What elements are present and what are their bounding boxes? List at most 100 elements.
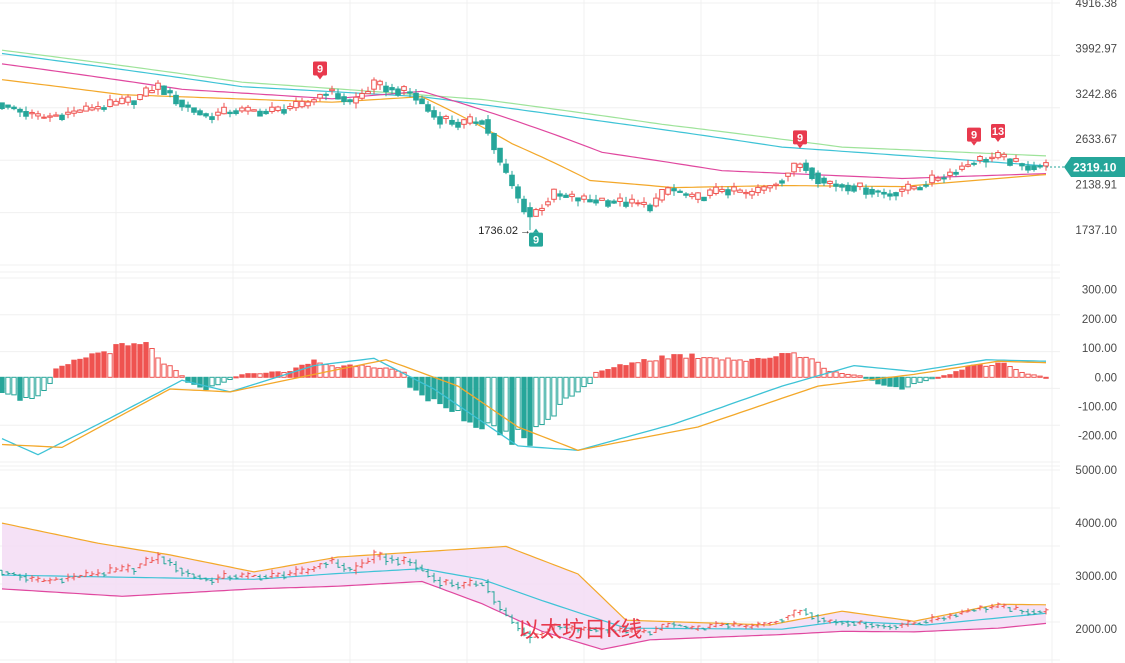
macd-histogram-bar	[863, 376, 869, 379]
macd-histogram-bar	[905, 376, 911, 388]
candle-body	[743, 191, 749, 195]
macd-histogram-bar	[353, 366, 359, 378]
candle-body	[899, 188, 905, 192]
last-price-tag: 2319.10	[1064, 156, 1125, 177]
candle-body	[155, 82, 161, 90]
macd-histogram-bar	[851, 374, 857, 378]
candle-body	[107, 99, 113, 107]
candle-body	[707, 189, 713, 196]
macd-histogram-bar	[413, 376, 419, 391]
candle-body	[275, 106, 281, 112]
low-price-label: 1736.02	[478, 225, 518, 237]
candle-body	[455, 121, 461, 128]
macd-histogram-bar	[947, 374, 953, 378]
macd-histogram-bar	[293, 367, 299, 378]
candle-body	[245, 106, 251, 112]
macd-histogram-bar	[425, 376, 431, 402]
candle-body	[1025, 165, 1031, 171]
macd-histogram-bar	[575, 376, 581, 393]
candle-body	[587, 199, 593, 203]
candle-body	[233, 110, 239, 115]
candle-body	[377, 80, 383, 86]
candle-body	[647, 204, 653, 212]
candle-body	[257, 110, 263, 117]
td-marker: 9	[529, 228, 543, 247]
candle-body	[659, 189, 665, 201]
macd-histogram-bar	[773, 356, 779, 378]
candle-body	[641, 201, 647, 205]
candle-body	[569, 193, 575, 198]
moving-average-line	[1, 49, 1047, 157]
macd-histogram-bar	[257, 373, 263, 378]
candle-body	[941, 177, 947, 180]
macd-histogram-bar	[233, 376, 239, 379]
candle-body	[317, 93, 323, 99]
axis-tick-label: 2138.91	[1075, 180, 1117, 192]
candle-body	[473, 121, 479, 124]
candle-body	[185, 104, 191, 108]
macd-histogram-bar	[779, 353, 785, 378]
macd-histogram-bar	[791, 352, 797, 378]
candle-body	[701, 196, 707, 202]
bollinger-ohlc-bars	[0, 549, 1049, 644]
td-marker-label: 9	[533, 235, 539, 247]
moving-average-line	[1, 63, 1047, 180]
macd-histogram-bar	[587, 376, 593, 384]
candle-body	[1043, 162, 1049, 167]
candle-body	[845, 184, 851, 192]
candle-body	[449, 119, 455, 125]
candle-body	[89, 107, 95, 111]
price-panel: 9 9 9 9 13 1736.02 → 4916.38 3992.97 3242.86 26…	[0, 0, 1125, 247]
macd-histogram-bar	[635, 362, 641, 378]
macd-histogram-bar	[761, 358, 767, 378]
candle-body	[857, 182, 863, 188]
macd-histogram-bar	[497, 376, 503, 436]
candle-body	[851, 185, 857, 192]
candle-body	[653, 197, 659, 207]
candle-body	[197, 110, 203, 116]
macd-histogram-bar	[305, 363, 311, 378]
candle-body	[407, 91, 413, 94]
candle-body	[803, 162, 809, 171]
macd-histogram-bar	[839, 373, 845, 378]
candle-body	[359, 93, 365, 99]
macd-histogram-bar	[743, 360, 749, 378]
macd-histogram-bar	[515, 376, 521, 430]
macd-histogram-bar	[749, 358, 755, 378]
candle-body	[287, 105, 293, 110]
candle-body	[113, 100, 119, 106]
macd-histogram-bar	[923, 376, 929, 382]
macd-histogram-bar	[935, 376, 941, 379]
macd-histogram-bar	[251, 373, 257, 378]
macd-histogram-bar	[29, 376, 35, 399]
candle-body	[179, 99, 185, 108]
macd-histogram-bar	[407, 376, 413, 388]
candle-body	[833, 183, 839, 187]
candle-body	[173, 94, 179, 105]
candle-body	[329, 88, 335, 92]
axis-tick-label: 5000.00	[1075, 465, 1117, 477]
candle-body	[863, 187, 869, 195]
macd-histogram-bar	[1031, 374, 1037, 378]
candle-body	[905, 183, 911, 191]
candle-body	[161, 85, 167, 95]
macd-histogram-bar	[959, 369, 965, 378]
axis-tick-label: -200.00	[1078, 431, 1117, 443]
macd-histogram-bar	[653, 360, 659, 378]
macd-histogram-bar	[95, 352, 101, 378]
candle-body	[323, 93, 329, 96]
macd-histogram-bar	[89, 353, 95, 378]
candle-body	[17, 108, 23, 113]
macd-histogram-bar	[995, 362, 1001, 378]
candle-body	[791, 162, 797, 173]
macd-histogram-bar	[737, 359, 743, 378]
macd-histogram-bar	[161, 363, 167, 378]
candle-body	[395, 88, 401, 96]
axis-tick-label: 300.00	[1082, 285, 1117, 297]
macd-histogram-bar	[563, 376, 569, 399]
candle-body	[251, 109, 257, 112]
macd-histogram-bar	[473, 376, 479, 428]
td-sequence-markers: 9 9 9 9 13	[313, 61, 1005, 247]
macd-histogram-bar	[461, 376, 467, 422]
candle-body	[677, 190, 683, 193]
